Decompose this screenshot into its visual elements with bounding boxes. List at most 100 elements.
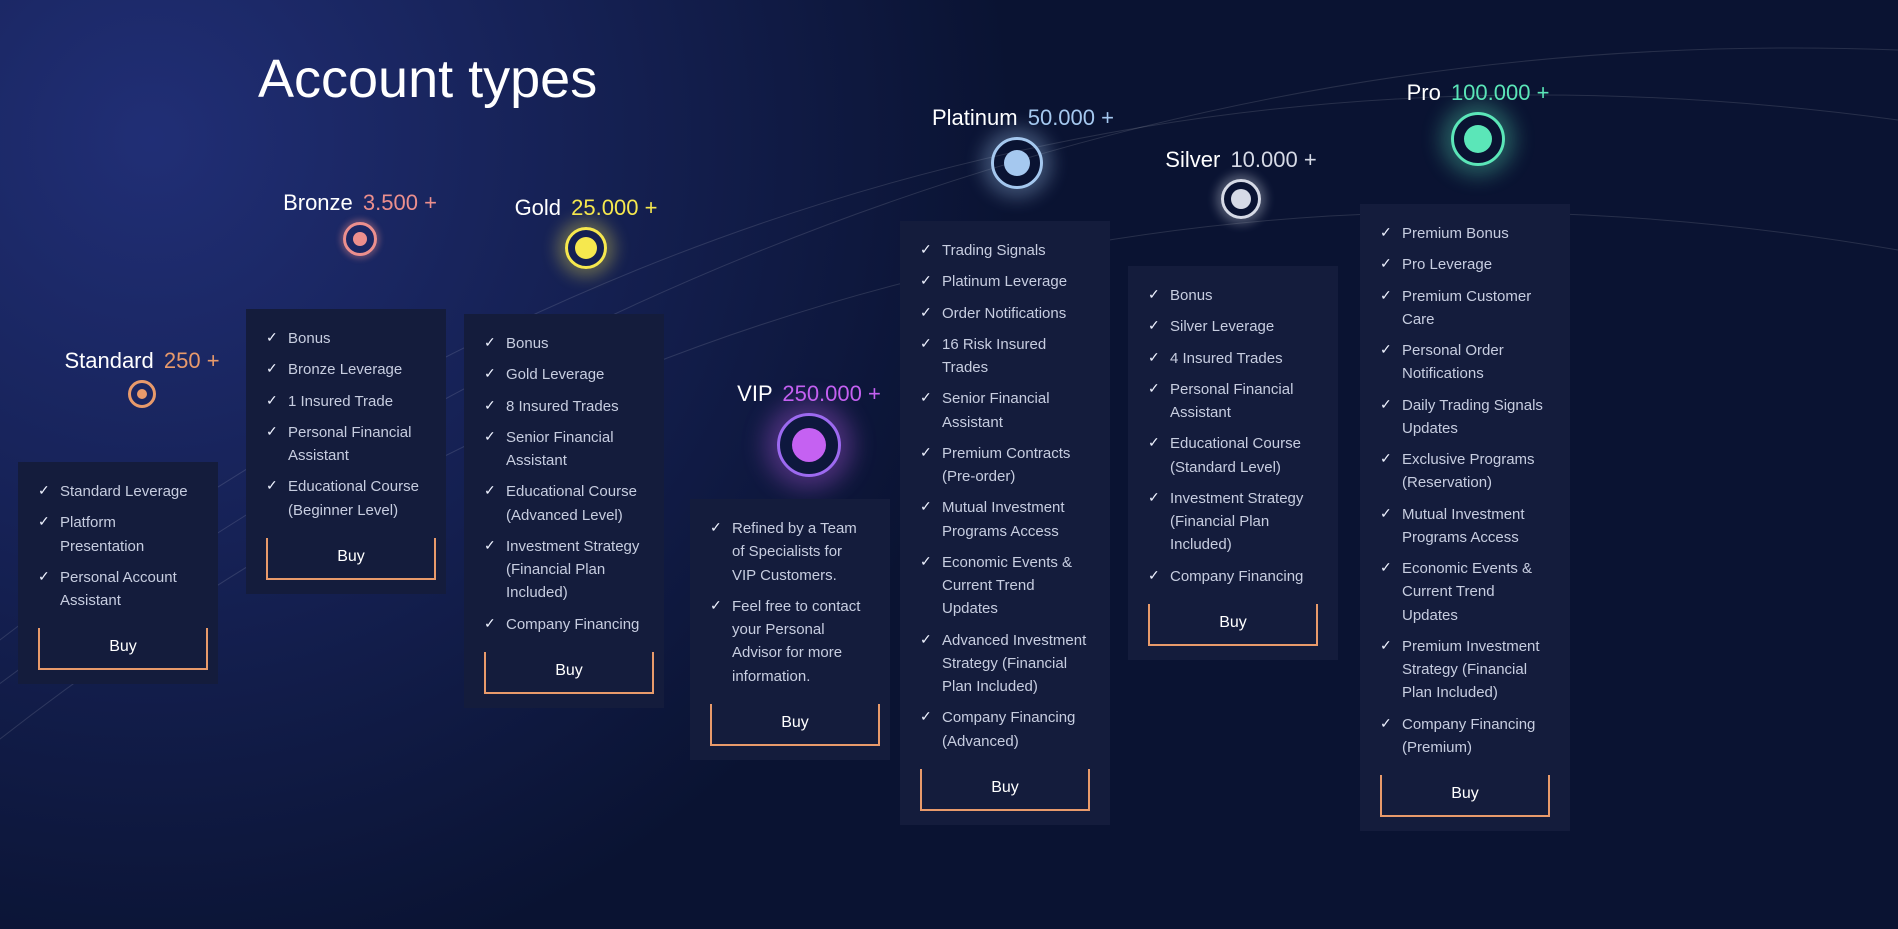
- tier-silver-buy-button[interactable]: Buy: [1148, 604, 1318, 646]
- tier-silver-price-label: 10.000 +: [1230, 147, 1316, 172]
- list-item: Economic Events & Current Trend Updates: [1380, 557, 1550, 627]
- list-item: Silver Leverage: [1148, 315, 1318, 338]
- tier-vip-feature-list: Refined by a Team of Specialists for VIP…: [710, 517, 870, 688]
- tier-bronze-feature-list: Bonus Bronze Leverage 1 Insured Trade Perso…: [266, 327, 426, 522]
- tier-silver-card: Bonus Silver Leverage 4 Insured Trades Pers…: [1128, 266, 1338, 660]
- list-item: Premium Bonus: [1380, 222, 1550, 245]
- tier-platinum-title: Platinum 50.000 +: [932, 105, 1102, 131]
- list-item: Exclusive Programs (Reservation): [1380, 448, 1550, 495]
- list-item: Company Financing: [484, 613, 644, 636]
- tier-gold-orb-core-icon: [575, 237, 597, 259]
- tier-standard-feature-list: Standard Leverage Platform Presentation Pe…: [38, 480, 198, 612]
- list-item: Platinum Leverage: [920, 270, 1090, 293]
- tier-pro-price-label: 100.000 +: [1451, 80, 1549, 105]
- list-item: Investment Strategy (Financial Plan Incl…: [484, 535, 644, 605]
- tier-pro-buy-button[interactable]: Buy: [1380, 775, 1550, 817]
- tier-silver-orb-core-icon: [1231, 189, 1251, 209]
- list-item: Standard Leverage: [38, 480, 198, 503]
- tier-bronze-header: Bronze 3.500 +: [275, 190, 445, 256]
- list-item: Senior Financial Assistant: [920, 387, 1090, 434]
- tier-gold-orb-icon: [565, 227, 607, 269]
- tier-platinum-header: Platinum 50.000 +: [932, 105, 1102, 189]
- tier-vip-header: VIP 250.000 +: [724, 381, 894, 477]
- list-item: Gold Leverage: [484, 363, 644, 386]
- tier-bronze-card: Bonus Bronze Leverage 1 Insured Trade Perso…: [246, 309, 446, 594]
- list-item: Educational Course (Standard Level): [1148, 432, 1318, 479]
- list-item: Pro Leverage: [1380, 253, 1550, 276]
- tier-standard-orb-icon: [128, 380, 156, 408]
- tier-pro-title: Pro 100.000 +: [1393, 80, 1563, 106]
- list-item: Company Financing: [1148, 565, 1318, 588]
- tier-bronze-price-label: 3.500 +: [363, 190, 437, 215]
- tier-pro-card: Premium Bonus Pro Leverage Premium Custome…: [1360, 204, 1570, 831]
- tier-vip-title: VIP 250.000 +: [724, 381, 894, 407]
- tier-standard-buy-button[interactable]: Buy: [38, 628, 208, 670]
- list-item: Bonus: [266, 327, 426, 350]
- tier-standard-card: Standard Leverage Platform Presentation Pe…: [18, 462, 218, 684]
- tier-standard-name-label: Standard: [64, 348, 153, 373]
- tier-gold-buy-button[interactable]: Buy: [484, 652, 654, 694]
- list-item: Economic Events & Current Trend Updates: [920, 551, 1090, 621]
- tier-platinum-buy-button[interactable]: Buy: [920, 769, 1090, 811]
- list-item: Personal Order Notifications: [1380, 339, 1550, 386]
- tier-bronze-orb-icon: [343, 222, 377, 256]
- list-item: Personal Account Assistant: [38, 566, 198, 613]
- tier-pro-name-label: Pro: [1407, 80, 1441, 105]
- tier-vip-buy-button[interactable]: Buy: [710, 704, 880, 746]
- tier-platinum-name-label: Platinum: [932, 105, 1018, 130]
- tier-standard-price-label: 250 +: [164, 348, 220, 373]
- tier-platinum-feature-list: Trading Signals Platinum Leverage Order No…: [920, 239, 1090, 753]
- tier-gold-price-label: 25.000 +: [571, 195, 657, 220]
- list-item: 4 Insured Trades: [1148, 347, 1318, 370]
- tier-silver-title: Silver 10.000 +: [1156, 147, 1326, 173]
- list-item: Refined by a Team of Specialists for VIP…: [710, 517, 870, 587]
- tier-silver-name-label: Silver: [1165, 147, 1220, 172]
- list-item: Company Financing (Advanced): [920, 706, 1090, 753]
- tier-vip-orb-core-icon: [792, 428, 826, 462]
- list-item: Order Notifications: [920, 302, 1090, 325]
- tier-standard-title: Standard 250 +: [57, 348, 227, 374]
- tier-bronze-orb-core-icon: [353, 232, 367, 246]
- list-item: Feel free to contact your Personal Advis…: [710, 595, 870, 688]
- list-item: Educational Course (Advanced Level): [484, 480, 644, 527]
- list-item: Bonus: [1148, 284, 1318, 307]
- list-item: Advanced Investment Strategy (Financial …: [920, 629, 1090, 699]
- tier-silver-feature-list: Bonus Silver Leverage 4 Insured Trades Pers…: [1148, 284, 1318, 588]
- list-item: 16 Risk Insured Trades: [920, 333, 1090, 380]
- list-item: Personal Financial Assistant: [1148, 378, 1318, 425]
- list-item: Mutual Investment Programs Access: [920, 496, 1090, 543]
- tier-standard-orb-core-icon: [137, 389, 147, 399]
- tier-bronze-buy-button[interactable]: Buy: [266, 538, 436, 580]
- tier-pro-feature-list: Premium Bonus Pro Leverage Premium Custome…: [1380, 222, 1550, 759]
- tier-bronze-name-label: Bronze: [283, 190, 353, 215]
- tier-gold-card: Bonus Gold Leverage 8 Insured Trades Senior…: [464, 314, 664, 708]
- list-item: Investment Strategy (Financial Plan Incl…: [1148, 487, 1318, 557]
- list-item: Premium Investment Strategy (Financial P…: [1380, 635, 1550, 705]
- tier-pro-orb-icon: [1451, 112, 1505, 166]
- list-item: Platform Presentation: [38, 511, 198, 558]
- tier-silver-header: Silver 10.000 +: [1156, 147, 1326, 219]
- tier-gold-feature-list: Bonus Gold Leverage 8 Insured Trades Senior…: [484, 332, 644, 636]
- list-item: Bronze Leverage: [266, 358, 426, 381]
- tier-gold-header: Gold 25.000 +: [501, 195, 671, 269]
- list-item: Premium Contracts (Pre-order): [920, 442, 1090, 489]
- tier-gold-name-label: Gold: [515, 195, 561, 220]
- list-item: Bonus: [484, 332, 644, 355]
- list-item: Personal Financial Assistant: [266, 421, 426, 468]
- list-item: Premium Customer Care: [1380, 285, 1550, 332]
- tier-silver-orb-icon: [1221, 179, 1261, 219]
- list-item: 8 Insured Trades: [484, 395, 644, 418]
- tier-platinum-orb-core-icon: [1004, 150, 1030, 176]
- list-item: Trading Signals: [920, 239, 1090, 262]
- tier-platinum-card: Trading Signals Platinum Leverage Order No…: [900, 221, 1110, 825]
- list-item: 1 Insured Trade: [266, 390, 426, 413]
- tier-gold-title: Gold 25.000 +: [501, 195, 671, 221]
- tier-standard-header: Standard 250 +: [57, 348, 227, 408]
- page-title: Account types: [258, 48, 597, 110]
- tier-pro-header: Pro 100.000 +: [1393, 80, 1563, 166]
- tier-vip-orb-icon: [777, 413, 841, 477]
- list-item: Senior Financial Assistant: [484, 426, 644, 473]
- tier-vip-price-label: 250.000 +: [782, 381, 880, 406]
- tier-vip-name-label: VIP: [737, 381, 772, 406]
- list-item: Company Financing (Premium): [1380, 713, 1550, 760]
